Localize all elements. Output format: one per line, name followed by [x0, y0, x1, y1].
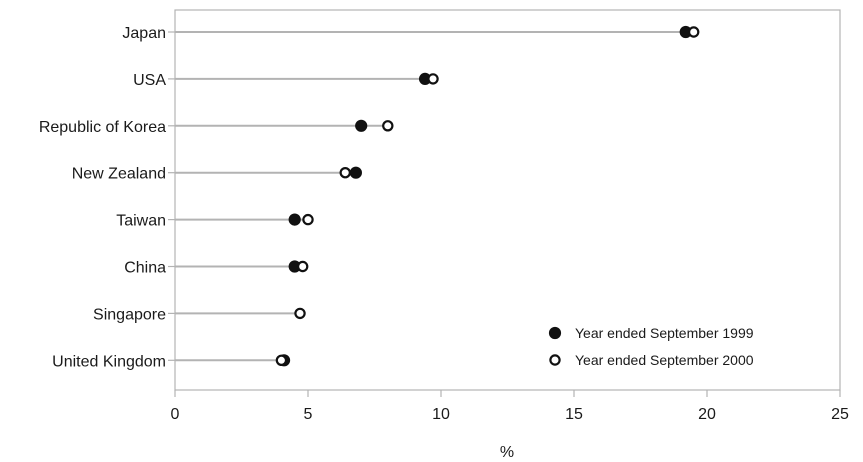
category-label: USA [133, 72, 166, 89]
marker-1999 [355, 119, 368, 132]
marker-2000 [296, 260, 309, 273]
x-tick-label: 0 [171, 406, 180, 423]
x-tick-label: 20 [698, 406, 716, 423]
legend-marker [548, 326, 562, 340]
category-label: Singapore [93, 306, 166, 323]
category-labels: Japan USA Republic of Korea New Zealand Taiw… [39, 25, 175, 370]
legend-label: Year ended September 2000 [575, 352, 754, 368]
x-tick-label: 10 [432, 406, 450, 423]
x-tick-label: 5 [304, 406, 313, 423]
category-label: Taiwan [116, 213, 166, 230]
marker-2000 [382, 120, 394, 132]
marker-2000 [688, 26, 700, 38]
category-label: United Kingdom [52, 353, 166, 370]
x-axis-ticks: 0 5 10 15 20 25 [171, 390, 849, 423]
category-label: Republic of Korea [39, 119, 166, 136]
marker-2000 [427, 73, 439, 85]
plot-frame [174, 9, 841, 391]
marker-2000 [275, 354, 288, 366]
x-tick-label: 25 [831, 406, 849, 423]
legend-marker [549, 354, 561, 366]
legend: Year ended September 1999 Year ended Sept… [548, 325, 754, 368]
category-label: China [124, 260, 166, 277]
category-label: New Zealand [72, 166, 166, 183]
data-markers [275, 25, 700, 367]
marker-2000 [339, 166, 351, 179]
category-label: Japan [122, 25, 166, 42]
x-tick-label: 15 [565, 406, 583, 423]
plot-area [174, 9, 841, 391]
marker-2000 [294, 307, 306, 320]
x-axis-title: % [500, 444, 514, 461]
marker-1999 [288, 213, 301, 226]
stem-lines [175, 31, 694, 362]
marker-2000 [302, 213, 314, 226]
marker-1999 [349, 166, 362, 179]
legend-label: Year ended September 1999 [575, 325, 754, 341]
